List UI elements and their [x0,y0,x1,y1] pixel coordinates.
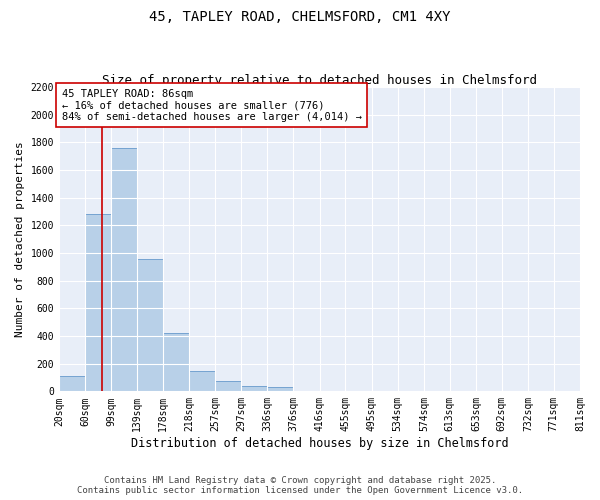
Bar [59,376,85,392]
Bar [163,333,190,392]
Text: 45 TAPLEY ROAD: 86sqm
← 16% of detached houses are smaller (776)
84% of semi-det: 45 TAPLEY ROAD: 86sqm ← 16% of detached … [62,88,362,122]
Bar [85,214,111,392]
Text: 45, TAPLEY ROAD, CHELMSFORD, CM1 4XY: 45, TAPLEY ROAD, CHELMSFORD, CM1 4XY [149,10,451,24]
Bar [190,370,215,392]
X-axis label: Distribution of detached houses by size in Chelmsford: Distribution of detached houses by size … [131,437,508,450]
Bar [111,148,137,392]
Bar [215,381,241,392]
Title: Size of property relative to detached houses in Chelmsford: Size of property relative to detached ho… [102,74,537,87]
Bar [241,386,267,392]
Bar [137,258,163,392]
Y-axis label: Number of detached properties: Number of detached properties [15,142,25,337]
Text: Contains HM Land Registry data © Crown copyright and database right 2025.
Contai: Contains HM Land Registry data © Crown c… [77,476,523,495]
Bar [267,387,293,392]
